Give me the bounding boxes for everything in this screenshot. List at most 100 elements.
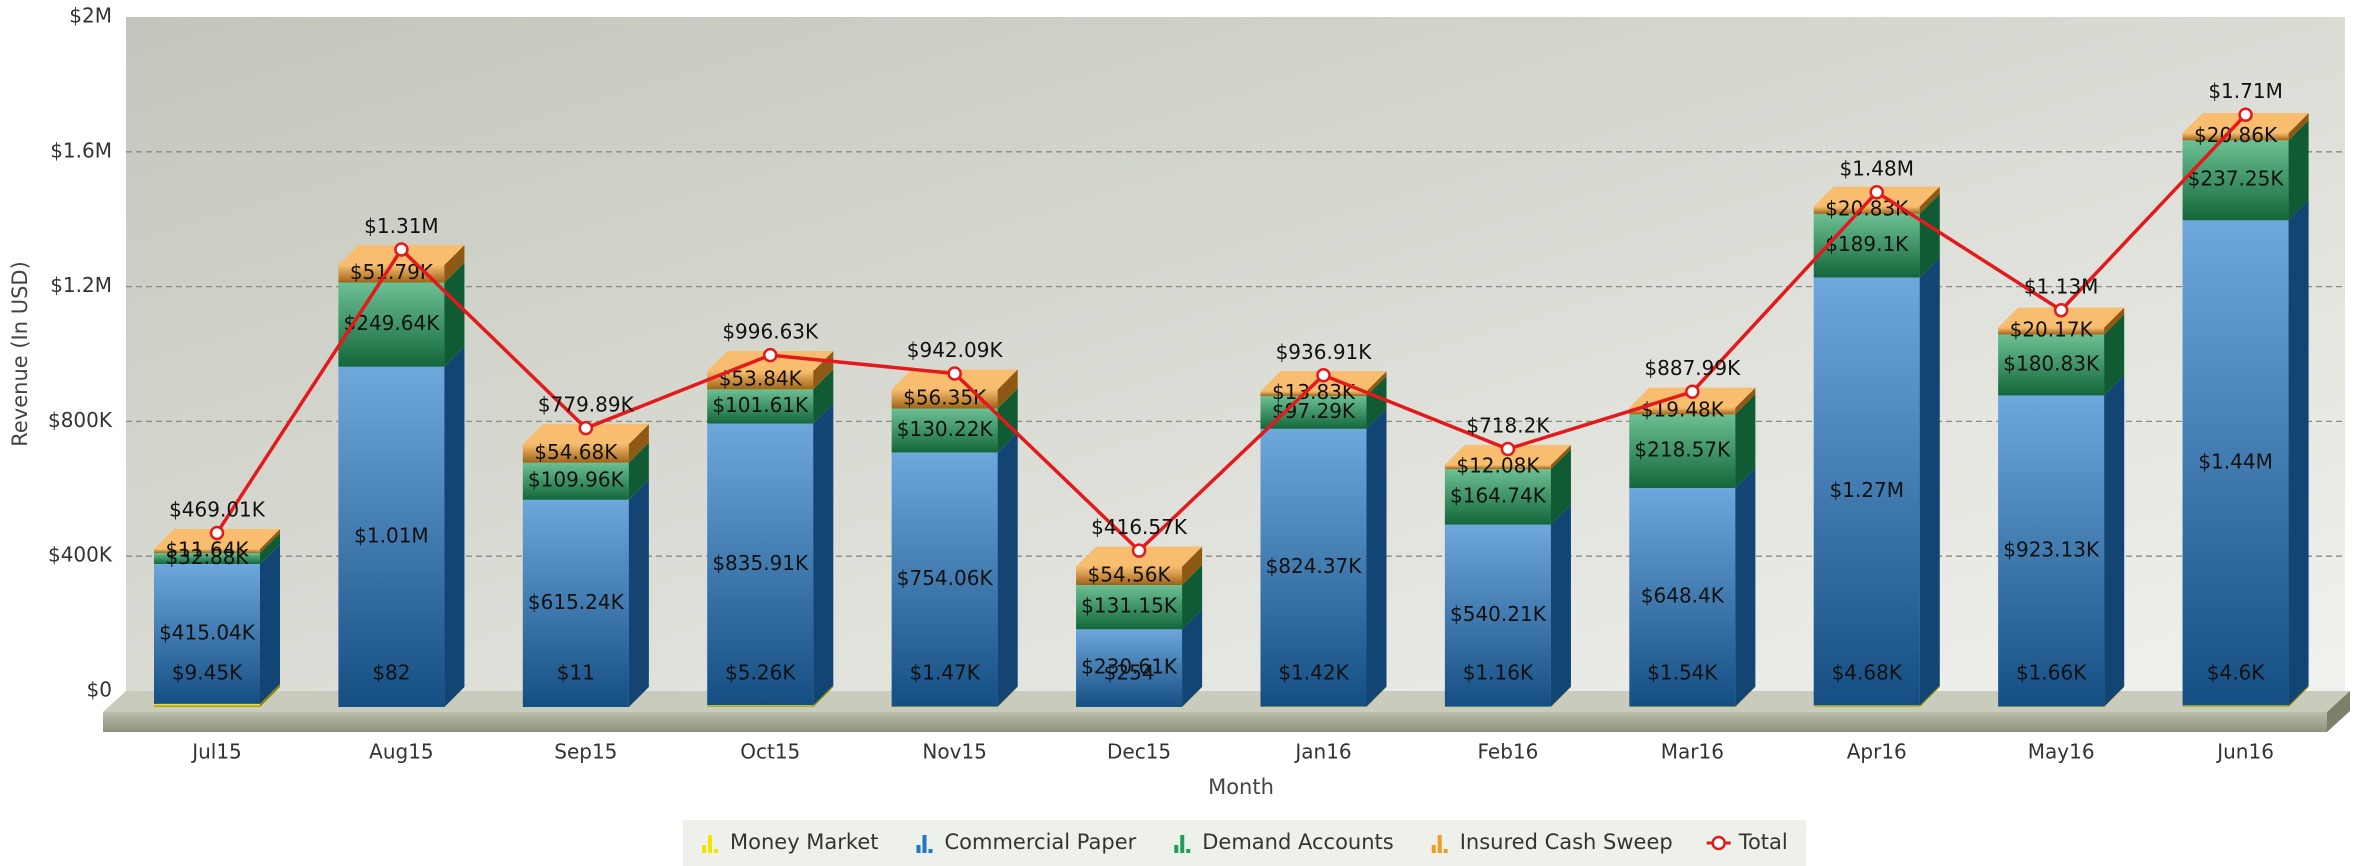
data-label: $11.64K [165, 537, 249, 561]
data-label: $237.25K [2188, 167, 2285, 191]
total-label: $469.01K [169, 497, 266, 521]
legend-icon [922, 835, 927, 853]
bar-side-shade [444, 346, 465, 707]
bar-side [1550, 449, 1571, 525]
bar-side-shade [1550, 444, 1571, 470]
bar-side [1366, 408, 1387, 707]
bar-front-shade [1813, 206, 1920, 214]
data-label: $4.6K [2207, 661, 2266, 685]
bar-side [1366, 375, 1387, 429]
bar-side [2288, 685, 2309, 707]
bar-side [444, 245, 465, 283]
line-marker [578, 420, 594, 436]
legend: Money Market Commercial Paper Demand Accou… [702, 830, 1788, 854]
bar-front-shade [2182, 220, 2289, 706]
bar-segment [2182, 200, 2309, 706]
bar-side-shade [628, 479, 649, 707]
data-label: $131.15K [1081, 594, 1178, 618]
bar-front-shade [707, 423, 814, 706]
bar-front-shade [1998, 327, 2105, 335]
bar-front-shade [891, 408, 998, 453]
bar-front-shade [1260, 391, 1367, 396]
legend-label: Demand Accounts [1202, 830, 1393, 854]
bar-side [1366, 371, 1387, 396]
bar-segment [1629, 467, 1756, 707]
x-tick-label: Jul15 [190, 740, 242, 764]
total-label: $416.57K [1091, 515, 1188, 539]
bar-side [1182, 686, 1203, 707]
line-marker [2238, 107, 2253, 122]
bar-side [260, 683, 280, 707]
data-label: $9.45K [172, 661, 243, 685]
bar-front-shade [154, 703, 260, 707]
bar-side [2104, 307, 2125, 335]
total-line: $469.01K $1.31M $779.89K $996.63K $942.09K $4… [169, 79, 2283, 558]
bar-side-shade [260, 528, 280, 553]
data-label: $648.4K [1641, 584, 1725, 608]
data-label: $540.21K [1450, 602, 1547, 626]
bar-front-shade [522, 499, 629, 707]
total-label: $1.48M [1839, 157, 1914, 181]
bar-side-shade [2104, 686, 2125, 707]
line-marker [1685, 384, 1700, 399]
legend-icon [928, 849, 933, 853]
data-label: $101.61K [712, 393, 809, 417]
floor-side [2327, 691, 2350, 732]
bar-side-shade [260, 532, 280, 564]
data-labels: $9.45K$415.04K$32.88K$11.64K$82$1.01M$24… [159, 123, 2284, 684]
bar-side-shade [813, 685, 834, 707]
data-label: $230.61K [1081, 655, 1178, 679]
x-tick-label: Oct15 [740, 740, 800, 764]
bar-side-shade [1919, 186, 1940, 214]
bar-front-shade [707, 371, 814, 390]
bar-side [628, 686, 649, 707]
bar-front-shade [522, 462, 629, 500]
bar-side-shade [997, 369, 1018, 409]
x-tick-label: Jun16 [2215, 740, 2274, 764]
bar-side-shade [2288, 113, 2309, 141]
bar-side-shade [997, 388, 1018, 453]
total-label: $936.91K [1276, 340, 1373, 364]
legend-item: Insured Cash Sweep [1431, 830, 1673, 854]
bar-segment [1444, 444, 1571, 470]
data-label: $5.26K [725, 661, 796, 685]
bar-segment [1998, 307, 2125, 335]
bar-front-shade [522, 444, 629, 463]
bar-side [1182, 609, 1203, 707]
legend-item: Money Market [702, 830, 879, 854]
data-label: $835.91K [712, 551, 809, 575]
data-label: $4.68K [1832, 661, 1903, 685]
total-label: $1.31M [364, 214, 439, 238]
data-label: $1.44M [2198, 449, 2273, 473]
bar-top-light [1998, 307, 2125, 328]
bar-side [2288, 120, 2309, 221]
legend-label: Commercial Paper [945, 830, 1137, 854]
x-tick-label: Apr16 [1847, 740, 1907, 764]
bar-front-shade [1444, 524, 1551, 707]
bar-side-shade [260, 683, 280, 707]
data-label: $415.04K [159, 620, 256, 644]
bar-side-shade [1735, 394, 1756, 488]
x-axis-title: Month [1208, 775, 1274, 799]
legend-label: Total [1738, 830, 1788, 854]
x-tick-label: Nov15 [922, 740, 986, 764]
bar-front-shade [1629, 487, 1736, 707]
bar-side [997, 388, 1018, 453]
line-marker [947, 366, 962, 381]
bar-front-shade [2182, 140, 2289, 221]
data-label: $1.66K [2016, 661, 2087, 685]
bar-front-shade [1076, 629, 1183, 707]
bar-side-shade [2288, 200, 2309, 706]
bar-side-shade [1366, 686, 1387, 707]
bar-side-shade [2104, 375, 2125, 707]
bar-side-shade [260, 543, 280, 704]
bar-side [1182, 546, 1203, 586]
data-label: $1.16K [1463, 661, 1534, 685]
line [215, 113, 2247, 554]
bar-front-shade [338, 265, 445, 283]
bar-side-shade [1182, 609, 1203, 707]
bar-front-shade [1998, 706, 2105, 707]
line-marker [1869, 184, 1885, 200]
bar-side-shade [444, 245, 465, 283]
